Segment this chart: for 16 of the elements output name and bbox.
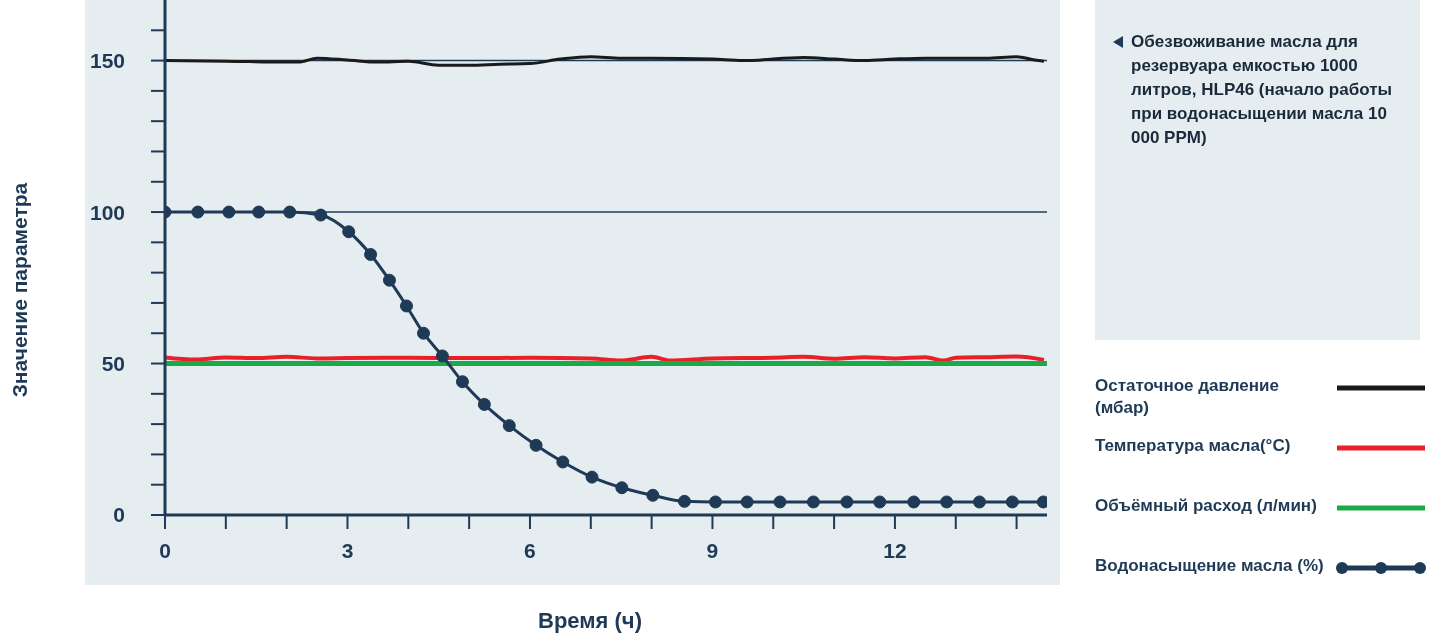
y-axis-title: Значение параметра: [8, 182, 32, 398]
x-tick-label: 0: [159, 538, 171, 562]
y-tick-label: 0: [113, 503, 125, 527]
y-tick-label: 100: [89, 200, 125, 224]
text: Температура масла(°C): [1095, 435, 1292, 457]
y-tick-label: 150: [89, 49, 125, 73]
x-tick-label: 9: [706, 538, 719, 562]
text: Объёмный расход (л/мин): [1095, 495, 1318, 517]
x-tick-label: 6: [524, 538, 536, 562]
legend-label: Водонасыщение масла (%): [1095, 555, 1325, 577]
x-tick-label: 3: [341, 538, 354, 562]
y-tick-label: 50: [101, 351, 125, 375]
text: Обезвоживание масла для резервуара емкостью 1000 литров, HLP46 (начало работы при водонасыщении масла 10 000 PPM): [1131, 31, 1393, 149]
x-axis-title: Время (ч): [537, 608, 643, 634]
text: Остаточное давление (мбар): [1095, 375, 1280, 419]
x-tick-label: 12: [883, 538, 907, 562]
